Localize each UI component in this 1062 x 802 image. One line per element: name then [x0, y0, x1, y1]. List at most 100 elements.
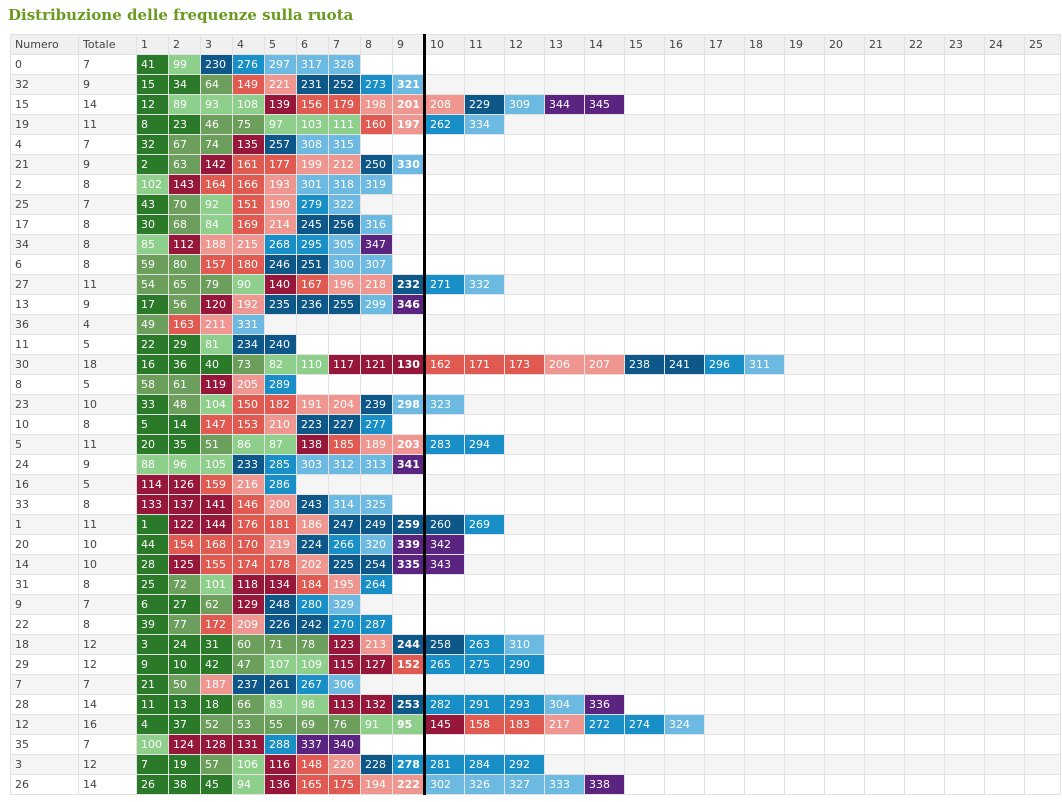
- header-col-6[interactable]: 6: [296, 34, 329, 55]
- empty-cell: [464, 554, 505, 575]
- empty-cell: [544, 454, 585, 475]
- header-numero[interactable]: Numero: [10, 34, 79, 55]
- header-col-8[interactable]: 8: [360, 34, 393, 55]
- header-col-21[interactable]: 21: [864, 34, 905, 55]
- empty-cell: [504, 374, 545, 395]
- frequency-cell: 36: [168, 354, 201, 375]
- empty-cell: [664, 314, 705, 335]
- header-col-13[interactable]: 13: [544, 34, 585, 55]
- header-col-4[interactable]: 4: [232, 34, 265, 55]
- frequency-cell: 41: [136, 54, 169, 75]
- totale-cell: 8: [78, 574, 137, 595]
- empty-cell: [664, 754, 705, 775]
- frequency-cell: 167: [296, 274, 329, 295]
- header-col-15[interactable]: 15: [624, 34, 665, 55]
- header-col-7[interactable]: 7: [328, 34, 361, 55]
- frequency-cell: 271: [424, 274, 465, 295]
- frequency-cell: 169: [232, 214, 265, 235]
- frequency-cell: 80: [168, 254, 201, 275]
- empty-cell: [824, 474, 865, 495]
- empty-cell: [984, 174, 1025, 195]
- empty-cell: [704, 174, 745, 195]
- table-row: 1 11 1 122 144 176 181 186 247 249 259 260 269: [10, 514, 1061, 535]
- frequency-cell: 261: [264, 674, 297, 695]
- header-col-12[interactable]: 12: [504, 34, 545, 55]
- empty-cell: [544, 614, 585, 635]
- empty-cell: [704, 214, 745, 235]
- frequency-cell: 336: [584, 694, 625, 715]
- empty-cell: [1024, 274, 1061, 295]
- table-row: 8 5 58 61 119 205 289: [10, 374, 1061, 395]
- empty-cell: [944, 494, 985, 515]
- header-col-5[interactable]: 5: [264, 34, 297, 55]
- empty-cell: [944, 434, 985, 455]
- frequency-cell: 105: [200, 454, 233, 475]
- header-col-2[interactable]: 2: [168, 34, 201, 55]
- header-col-22[interactable]: 22: [904, 34, 945, 55]
- empty-cell: [664, 614, 705, 635]
- frequency-cell: 254: [360, 554, 393, 575]
- empty-cell: [1024, 514, 1061, 535]
- header-col-20[interactable]: 20: [824, 34, 865, 55]
- frequency-cell: 79: [200, 274, 233, 295]
- header-col-23[interactable]: 23: [944, 34, 985, 55]
- table-row: 36 4 49 163 211 331: [10, 314, 1061, 335]
- empty-cell: [784, 454, 825, 475]
- empty-cell: [784, 74, 825, 95]
- frequency-cell: 28: [136, 554, 169, 575]
- empty-cell: [944, 234, 985, 255]
- header-col-18[interactable]: 18: [744, 34, 785, 55]
- empty-cell: [864, 174, 905, 195]
- frequency-cell: 300: [328, 254, 361, 275]
- empty-cell: [744, 774, 785, 795]
- empty-cell: [744, 534, 785, 555]
- empty-cell: [984, 254, 1025, 275]
- header-col-25[interactable]: 25: [1024, 34, 1061, 55]
- empty-cell: [824, 94, 865, 115]
- empty-cell: [664, 274, 705, 295]
- empty-cell: [544, 434, 585, 455]
- empty-cell: [424, 454, 465, 475]
- header-totale[interactable]: Totale: [78, 34, 137, 55]
- empty-cell: [824, 254, 865, 275]
- header-col-3[interactable]: 3: [200, 34, 233, 55]
- frequency-cell: 199: [296, 154, 329, 175]
- table-row: 2 8 102 143 164 166 193 301 318 319: [10, 174, 1061, 195]
- header-col-11[interactable]: 11: [464, 34, 505, 55]
- empty-cell: [984, 454, 1025, 475]
- frequency-cell: 224: [296, 534, 329, 555]
- table-row: 10 8 5 14 147 153 210 223 227 277: [10, 414, 1061, 435]
- table-row: 26 14 26 38 45 94 136 165 175 194 222 302 326 327 333 3…: [10, 774, 1061, 795]
- header-col-24[interactable]: 24: [984, 34, 1025, 55]
- empty-cell: [704, 234, 745, 255]
- header-col-17[interactable]: 17: [704, 34, 745, 55]
- frequency-cell: 292: [504, 754, 545, 775]
- header-col-19[interactable]: 19: [784, 34, 825, 55]
- empty-cell: [824, 314, 865, 335]
- header-col-10[interactable]: 10: [424, 34, 465, 55]
- frequency-cell: 42: [200, 654, 233, 675]
- table-row: 24 9 88 96 105 233 285 303 312 313 341: [10, 454, 1061, 475]
- empty-cell: [904, 574, 945, 595]
- empty-cell: [984, 194, 1025, 215]
- empty-cell: [1024, 214, 1061, 235]
- empty-cell: [944, 74, 985, 95]
- empty-cell: [784, 114, 825, 135]
- header-col-14[interactable]: 14: [584, 34, 625, 55]
- header-col-16[interactable]: 16: [664, 34, 705, 55]
- empty-cell: [624, 554, 665, 575]
- numero-cell: 4: [10, 134, 79, 155]
- empty-cell: [784, 574, 825, 595]
- empty-cell: [864, 674, 905, 695]
- empty-cell: [864, 594, 905, 615]
- empty-cell: [544, 254, 585, 275]
- empty-cell: [360, 734, 393, 755]
- empty-cell: [864, 614, 905, 635]
- empty-cell: [664, 74, 705, 95]
- frequency-cell: 343: [424, 554, 465, 575]
- header-col-1[interactable]: 1: [136, 34, 169, 55]
- numero-cell: 34: [10, 234, 79, 255]
- frequency-cell: 10: [168, 654, 201, 675]
- empty-cell: [904, 254, 945, 275]
- header-col-9[interactable]: 9: [392, 34, 426, 55]
